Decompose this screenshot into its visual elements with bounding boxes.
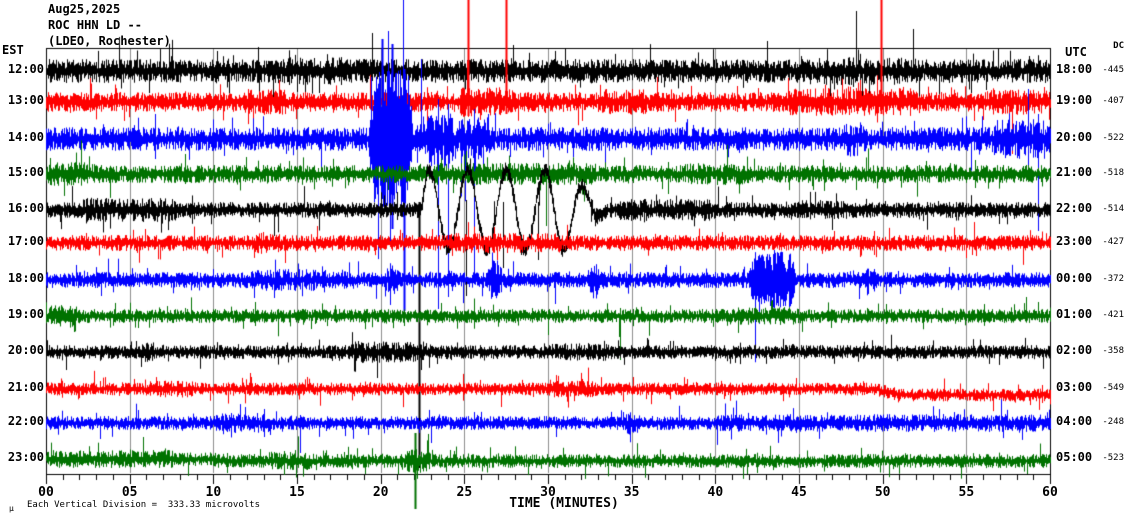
est-time-label: 15:00 <box>7 165 44 179</box>
est-time-label: 23:00 <box>7 450 44 464</box>
utc-time-label: 04:00 <box>1056 414 1093 428</box>
utc-time-label: 22:00 <box>1056 201 1093 215</box>
dc-value: -549 <box>1102 383 1124 393</box>
time-tick-label: 05 <box>121 485 138 500</box>
utc-time-label: 19:00 <box>1056 93 1093 107</box>
header-location: (LDEO, Rochester) <box>48 34 171 48</box>
est-time-label: 13:00 <box>7 93 44 107</box>
dc-value: -407 <box>1102 96 1124 106</box>
utc-time-label: 18:00 <box>1056 62 1093 76</box>
est-time-label: 20:00 <box>7 343 44 357</box>
time-tick-label: 60 <box>1042 485 1058 500</box>
dc-value: -522 <box>1102 133 1124 143</box>
utc-time-label: 05:00 <box>1056 450 1093 464</box>
dc-value: -427 <box>1102 237 1124 247</box>
est-time-label: 14:00 <box>7 130 44 144</box>
time-tick-label: 30 <box>540 485 556 500</box>
dc-axis-label: DC <box>1113 41 1124 51</box>
est-axis-label: EST <box>2 43 24 57</box>
est-time-label: 16:00 <box>7 201 44 215</box>
utc-axis-label: UTC <box>1065 45 1087 59</box>
header-date: Aug25,2025 <box>48 2 121 16</box>
utc-time-label: 00:00 <box>1056 271 1093 285</box>
time-tick-label: 35 <box>623 485 640 500</box>
est-time-label: 17:00 <box>7 234 44 248</box>
est-time-label: 21:00 <box>7 380 44 394</box>
time-axis-title: TIME (MINUTES) <box>509 496 619 511</box>
time-tick-label: 40 <box>707 485 724 500</box>
utc-time-label: 02:00 <box>1056 343 1093 357</box>
dc-value: -523 <box>1102 453 1124 463</box>
dc-value: -421 <box>1102 310 1124 320</box>
dc-value: -518 <box>1102 168 1124 178</box>
dc-value: -358 <box>1102 346 1124 356</box>
est-time-label: 22:00 <box>7 414 44 428</box>
est-time-label: 12:00 <box>7 62 44 76</box>
time-tick-label: 20 <box>372 485 389 500</box>
time-tick-label: 25 <box>456 485 473 500</box>
dc-value: -445 <box>1102 65 1124 75</box>
est-time-label: 19:00 <box>7 307 44 321</box>
header-station: ROC HHN LD -- <box>48 18 142 32</box>
dc-value: -514 <box>1102 204 1124 214</box>
time-tick-label: 50 <box>874 485 891 500</box>
microvolt-symbol: µ <box>9 504 14 513</box>
dc-value: -372 <box>1102 274 1124 284</box>
time-tick-label: 10 <box>205 485 222 500</box>
utc-time-label: 01:00 <box>1056 307 1093 321</box>
scale-note: Each Vertical Division = 333.33 microvol… <box>27 500 260 510</box>
time-tick-label: 15 <box>289 485 305 500</box>
utc-time-label: 03:00 <box>1056 380 1093 394</box>
time-tick-label: 45 <box>791 485 807 500</box>
dc-value: -248 <box>1102 417 1124 427</box>
utc-time-label: 21:00 <box>1056 165 1093 179</box>
est-time-label: 18:00 <box>7 271 44 285</box>
time-tick-label: 55 <box>958 485 975 500</box>
utc-time-label: 20:00 <box>1056 130 1093 144</box>
time-tick-label: 00 <box>38 485 54 500</box>
utc-time-label: 23:00 <box>1056 234 1093 248</box>
